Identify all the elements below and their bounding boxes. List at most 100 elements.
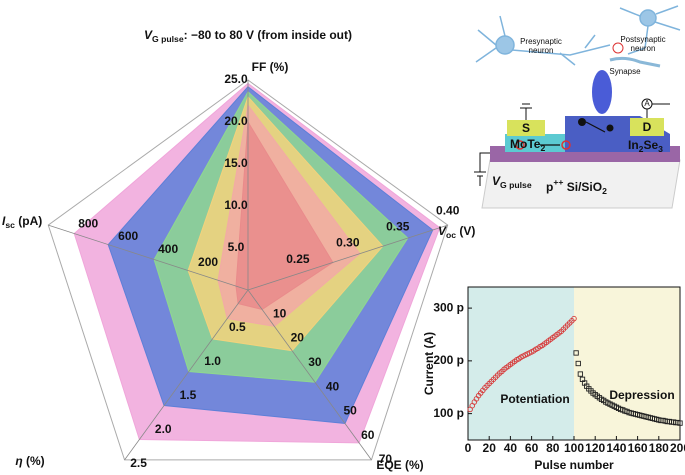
tick-label: 0.40 xyxy=(436,203,460,217)
axis-title: FF (%) xyxy=(252,60,289,74)
tick-label: 30 xyxy=(308,355,322,369)
x-tick-label: 60 xyxy=(525,441,539,455)
synapse-label: Synapse xyxy=(609,67,641,76)
tick-label: 0.30 xyxy=(336,236,360,250)
mote2-label: MoTe2 xyxy=(510,137,545,153)
radar-axis xyxy=(247,289,372,461)
point xyxy=(577,371,584,377)
label-line: neuron xyxy=(529,46,554,55)
radar-area xyxy=(235,120,334,310)
meter-label: A xyxy=(644,99,650,108)
axis-title: Isc (pA) xyxy=(2,214,42,230)
text-part: V xyxy=(144,28,153,42)
tick-label: 400 xyxy=(158,242,178,256)
text-part: MoTe xyxy=(510,137,541,151)
text-part: (V) xyxy=(456,224,475,238)
tick-label: 70 xyxy=(379,452,393,466)
shaded-region xyxy=(574,287,680,440)
in2se3-label: In2Se3 xyxy=(628,138,663,154)
gate-label: VG pulse xyxy=(492,174,532,190)
tick-label: 200 xyxy=(198,255,218,269)
x-tick-label: 120 xyxy=(585,441,605,455)
drain-label: D xyxy=(643,120,652,134)
tick-label: 20 xyxy=(291,331,305,345)
tick-label: 10 xyxy=(273,306,287,320)
text-part: 2 xyxy=(540,143,545,153)
device xyxy=(474,70,681,209)
text-part: 3 xyxy=(658,144,663,154)
text-part: (%) xyxy=(23,454,45,468)
tick-label: 5.0 xyxy=(228,240,245,254)
tick-label: 600 xyxy=(118,229,138,243)
tick-label: 800 xyxy=(78,216,98,230)
text-part: V xyxy=(438,224,447,238)
x-tick-label: 80 xyxy=(546,441,560,455)
tick-label: 10.0 xyxy=(224,198,248,212)
text-part: 2 xyxy=(602,186,607,196)
y-tick-label: 300 p xyxy=(433,300,464,314)
tick-label: 0.25 xyxy=(286,252,310,266)
tick-label: 2.0 xyxy=(155,422,172,436)
point xyxy=(575,360,581,367)
radar-axis xyxy=(247,224,448,291)
text-part: : −80 to 80 V (from inside out) xyxy=(184,28,352,42)
x-tick-label: 140 xyxy=(606,441,626,455)
point xyxy=(677,420,683,426)
text-part: 2 xyxy=(639,144,644,154)
point xyxy=(573,350,579,356)
tick-label: 15.0 xyxy=(224,156,248,170)
tick-label: 1.5 xyxy=(180,388,197,402)
tick-label: 40 xyxy=(326,379,340,393)
text-part: V xyxy=(492,174,501,188)
text-part: p xyxy=(546,180,553,194)
x-tick-label: 160 xyxy=(628,441,648,455)
source-label: S xyxy=(522,121,530,135)
annotation: Potentiation xyxy=(500,392,569,406)
y-tick-label: 100 p xyxy=(433,406,464,420)
radar-axis xyxy=(48,224,249,291)
tick-label: 60 xyxy=(361,428,375,442)
presynaptic-label: Presynaptic neuron xyxy=(520,37,562,55)
text-part: sc xyxy=(5,220,15,230)
text-part: η xyxy=(15,454,22,468)
tick-label: 25.0 xyxy=(224,72,248,86)
axis-title: EQE (%) xyxy=(376,458,423,472)
x-tick-label: 20 xyxy=(483,441,497,455)
text-part: I xyxy=(2,214,6,228)
tick-label: 20.0 xyxy=(224,114,248,128)
y-tick-label: 200 p xyxy=(433,353,464,367)
chart-title: VG pulse: −80 to 80 V (from inside out) xyxy=(144,28,352,44)
text-part: EQE (%) xyxy=(376,458,423,472)
text-part: FF (%) xyxy=(252,60,289,74)
x-tick-label: 200 xyxy=(670,441,685,455)
label-line: Presynaptic xyxy=(520,37,562,46)
text-part: In xyxy=(628,138,639,152)
tick-label: 50 xyxy=(343,404,357,418)
label-line: neuron xyxy=(631,44,656,53)
shaded-region xyxy=(468,287,574,440)
radar-axis xyxy=(124,289,249,461)
point xyxy=(571,315,577,322)
x-tick-label: 0 xyxy=(465,441,472,455)
text-part: G pulse xyxy=(152,34,184,44)
tick-label: 1.0 xyxy=(204,354,221,368)
x-tick-label: 40 xyxy=(504,441,518,455)
text-part: Se xyxy=(643,138,658,152)
annotation: Depression xyxy=(609,388,674,402)
label-line: Postsynaptic xyxy=(620,35,665,44)
axis-title: η (%) xyxy=(15,454,44,468)
text-part: oc xyxy=(446,230,456,240)
x-tick-label: 100 xyxy=(564,441,584,455)
text-part: (pA) xyxy=(15,214,42,228)
x-tick-label: 180 xyxy=(649,441,669,455)
neuron-sketch xyxy=(475,5,681,68)
tick-label: 2.5 xyxy=(130,456,147,470)
axis-title: Voc (V) xyxy=(438,224,475,240)
text-part: ++ xyxy=(553,177,563,187)
substrate-label: p++ Si/SiO2 xyxy=(546,177,607,196)
x-axis-title: Pulse number xyxy=(534,458,614,472)
radar-web xyxy=(47,79,449,461)
y-axis-title: Current (A) xyxy=(422,332,436,395)
postsynaptic-label: Postsynaptic neuron xyxy=(620,35,665,53)
tick-label: 0.5 xyxy=(229,320,246,334)
